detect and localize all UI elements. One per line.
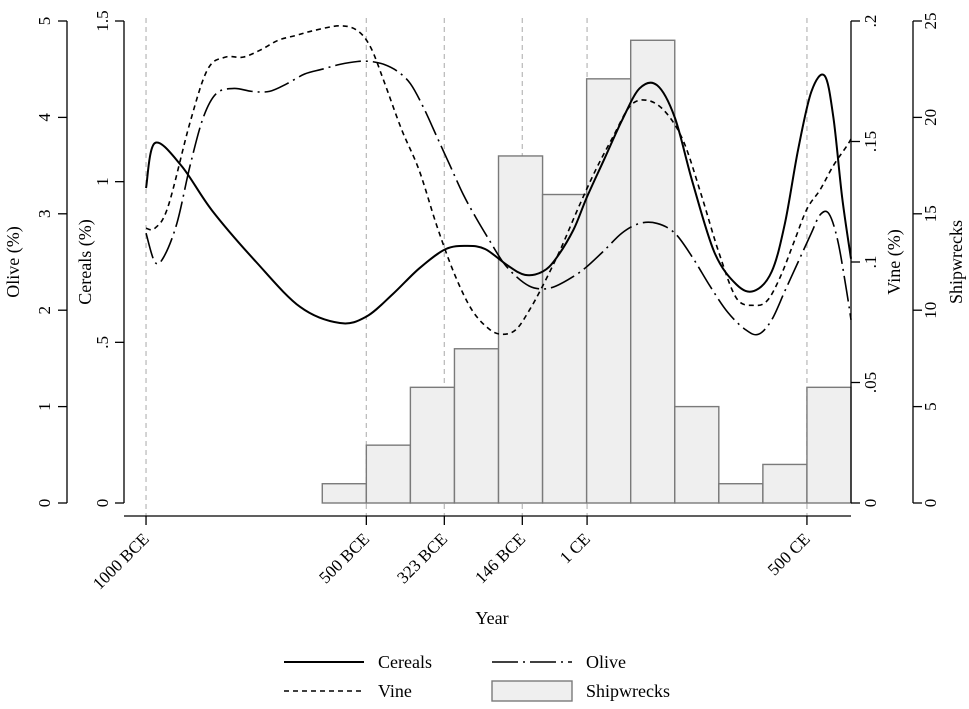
vine-tick-label-0: 0 xyxy=(861,499,880,508)
shipwreck-bar-8 xyxy=(674,405,720,504)
olive-tick-label-4: 4 xyxy=(35,113,54,122)
x-tick-label-5: 500 CE xyxy=(764,529,814,579)
legend: Cereals Olive Vine Shipwrecks xyxy=(284,652,670,702)
olive-tick-label-5: 5 xyxy=(35,17,54,26)
cereals-axis-title: Cereals (%) xyxy=(75,219,96,304)
x-tick-label-1: 500 BCE xyxy=(315,529,373,587)
cereals-tick-label-1: .5 xyxy=(93,336,112,349)
vine-tick-label-3: .15 xyxy=(861,131,880,152)
vine-axis-title: Vine (%) xyxy=(884,229,905,294)
shipwreck-bars xyxy=(321,39,852,504)
legend-label-vine: Vine xyxy=(378,681,412,701)
olive-tick-label-2: 2 xyxy=(35,306,54,315)
shipwrecks-tick-label-1: 5 xyxy=(921,402,940,411)
shipwreck-bar-2 xyxy=(409,386,456,504)
cereals-tick-label-2: 1 xyxy=(93,177,112,186)
shipwrecks-tick-label-3: 15 xyxy=(921,205,940,222)
shipwreck-bar-1 xyxy=(365,444,412,504)
x-tick-label-3: 146 BCE xyxy=(471,529,529,587)
shipwreck-bar-10 xyxy=(762,463,808,504)
vine-tick-label-1: .05 xyxy=(861,372,880,393)
shipwrecks-tick-label-0: 0 xyxy=(921,499,940,508)
shipwreck-bar-5 xyxy=(541,193,588,504)
shipwrecks-tick-label-4: 20 xyxy=(921,109,940,126)
x-axis-title: Year xyxy=(475,608,508,628)
x-tick-label-4: 1 CE xyxy=(556,529,594,567)
shipwreck-bar-11 xyxy=(806,386,852,504)
olive-axis-title: Olive (%) xyxy=(3,226,24,297)
series-lines xyxy=(145,25,852,336)
olive-tick-label-0: 0 xyxy=(35,499,54,508)
cereals-tick-label-3: 1.5 xyxy=(93,10,112,31)
olive-tick-label-1: 1 xyxy=(35,402,54,411)
shipwreck-bar-4 xyxy=(497,155,544,504)
x-tick-label-2: 323 BCE xyxy=(393,529,451,587)
shipwrecks-tick-label-5: 25 xyxy=(921,13,940,30)
series-line-olive xyxy=(145,60,852,336)
shipwrecks-tick-label-2: 10 xyxy=(921,302,940,319)
series-line-cereals xyxy=(145,73,852,325)
legend-swatch-shipwrecks xyxy=(491,680,573,702)
legend-label-cereals: Cereals xyxy=(378,652,432,672)
vine-tick-label-2: .1 xyxy=(861,256,880,269)
shipwreck-bar-9 xyxy=(718,483,764,504)
x-tick-label-0: 1000 BCE xyxy=(89,529,153,593)
shipwrecks-axis-title: Shipwrecks xyxy=(946,220,966,304)
shipwreck-bar-3 xyxy=(453,348,500,504)
legend-label-olive: Olive xyxy=(586,652,626,672)
vine-tick-label-4: .2 xyxy=(861,15,880,28)
shipwreck-bar-7 xyxy=(629,39,676,504)
legend-label-shipwrecks: Shipwrecks xyxy=(586,681,670,701)
olive-tick-label-3: 3 xyxy=(35,210,54,219)
shipwreck-bar-0 xyxy=(321,483,368,504)
axes: 0 1 2 3 4 5 0 .5 1 1.5 0 .05 .1 .15 .2 0 5 10 15 20 25 1000 B… xyxy=(35,10,940,593)
shipwreck-bar-6 xyxy=(585,78,632,504)
cereals-tick-label-0: 0 xyxy=(93,499,112,508)
